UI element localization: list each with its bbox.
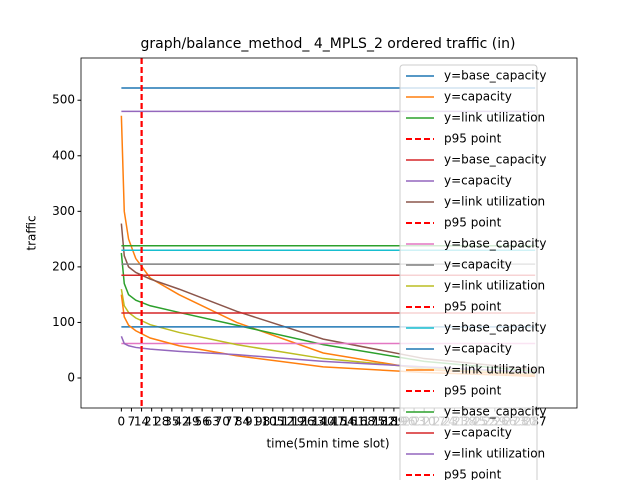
- legend-label: y=capacity: [444, 258, 512, 272]
- y-tick-label: 0: [67, 371, 75, 385]
- axes-frame: [80, 57, 578, 409]
- legend-label: y=link utilization: [444, 111, 545, 125]
- x-tick-label: 154: [332, 415, 355, 429]
- y-tick-label: 300: [52, 204, 75, 218]
- x-tick-label: 126: [292, 415, 315, 429]
- x-tick-label: 168: [352, 415, 375, 429]
- x-axis-label: time(5min time slot): [266, 437, 389, 451]
- legend-label: y=base_capacity: [444, 237, 546, 251]
- legend-label: p95 point: [444, 132, 502, 146]
- legend-label: y=capacity: [444, 174, 512, 188]
- x-tick-label: 49: [184, 415, 199, 429]
- x-tick-label: 182: [372, 415, 395, 429]
- y-tick-label: 100: [52, 315, 75, 329]
- x-tick-label: 105: [261, 415, 284, 429]
- legend-label: y=capacity: [444, 90, 512, 104]
- x-tick-label: 42: [174, 415, 189, 429]
- series-line: [120, 252, 536, 373]
- x-tick-label: 84: [235, 415, 250, 429]
- legend-label: p95 point: [444, 384, 502, 398]
- series-line: [120, 115, 536, 376]
- y-tick-label: 500: [52, 93, 75, 107]
- x-tick-label: 98: [255, 415, 270, 429]
- series-line: [120, 223, 536, 371]
- x-tick-label: 14: [134, 415, 149, 429]
- x-tick-label: 91: [245, 415, 260, 429]
- legend-label: y=base_capacity: [444, 405, 546, 419]
- y-tick-label: 400: [52, 148, 75, 162]
- x-tick-label: 0: [118, 415, 126, 429]
- legend-label: y=capacity: [444, 426, 512, 440]
- legend-label: y=link utilization: [444, 195, 545, 209]
- legend-label: y=base_capacity: [444, 69, 546, 83]
- x-tick-label: 35: [164, 415, 179, 429]
- legend-label: p95 point: [444, 216, 502, 230]
- x-tick-label: 161: [342, 415, 365, 429]
- x-tick-label: 175: [362, 415, 385, 429]
- x-tick-label: 7: [128, 415, 136, 429]
- y-axis-label: traffic: [25, 215, 39, 250]
- legend-label: y=link utilization: [444, 447, 545, 461]
- x-tick-label: 77: [225, 415, 240, 429]
- plot-area: [120, 58, 536, 408]
- x-tick-label: 140: [312, 415, 335, 429]
- series-line: [120, 294, 536, 378]
- series-line: [120, 288, 536, 375]
- x-tick-label: 28: [154, 415, 169, 429]
- x-tick-label: 63: [205, 415, 220, 429]
- legend-label: y=link utilization: [444, 279, 545, 293]
- x-tick-label: 119: [282, 415, 305, 429]
- x-tick-label: 133: [302, 415, 325, 429]
- x-tick-label: 56: [194, 415, 209, 429]
- legend-label: y=link utilization: [444, 363, 545, 377]
- legend-label: y=base_capacity: [444, 153, 546, 167]
- legend-label: y=base_capacity: [444, 321, 546, 335]
- x-tick-label: 112: [271, 415, 294, 429]
- x-tick-label: 147: [322, 415, 345, 429]
- legend-label: y=capacity: [444, 342, 512, 356]
- y-tick-label: 200: [52, 259, 75, 273]
- chart-title: graph/balance_method_ 4_MPLS_2 ordered t…: [141, 36, 516, 52]
- x-tick-label: 21: [144, 415, 159, 429]
- legend: y=base_capacity y=capacity y=link utilizat…: [399, 64, 546, 480]
- legend-label: p95 point: [444, 468, 502, 480]
- x-tick-label: 70: [215, 415, 230, 429]
- legend-box: [399, 64, 538, 480]
- legend-label: p95 point: [444, 300, 502, 314]
- series-line: [120, 336, 536, 374]
